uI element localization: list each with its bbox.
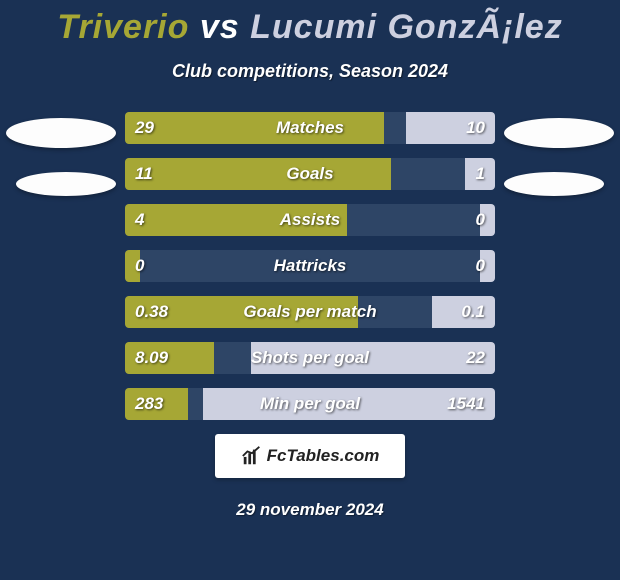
stat-label: Hattricks: [125, 256, 495, 276]
stat-row: 8.0922Shots per goal: [125, 342, 495, 374]
stat-label: Min per goal: [125, 394, 495, 414]
stat-label: Assists: [125, 210, 495, 230]
page-title: Triverio vs Lucumi GonzÃ¡lez: [0, 8, 620, 47]
player2-name: Lucumi GonzÃ¡lez: [250, 8, 563, 46]
stat-label: Goals per match: [125, 302, 495, 322]
stat-label: Goals: [125, 164, 495, 184]
player2-avatar-icon: [504, 118, 614, 148]
branding-text: FcTables.com: [267, 446, 380, 466]
stat-row: 2831541Min per goal: [125, 388, 495, 420]
player1-name: Triverio: [57, 8, 189, 46]
branding-badge: FcTables.com: [215, 434, 405, 478]
stat-row: 0.380.1Goals per match: [125, 296, 495, 328]
stat-rows: 2910Matches 111Goals 40Assists 00Hattricks 0…: [125, 112, 495, 420]
stat-row: 00Hattricks: [125, 250, 495, 282]
stat-label: Shots per goal: [125, 348, 495, 368]
stat-row: 2910Matches: [125, 112, 495, 144]
team2-logo-icon: [504, 172, 604, 196]
subtitle: Club competitions, Season 2024: [0, 61, 620, 82]
team1-logo-icon: [16, 172, 116, 196]
stat-row: 40Assists: [125, 204, 495, 236]
comparison-infographic: Triverio vs Lucumi GonzÃ¡lez Club compet…: [0, 0, 620, 580]
stat-row: 111Goals: [125, 158, 495, 190]
date-text: 29 november 2024: [0, 500, 620, 520]
player1-avatar-icon: [6, 118, 116, 148]
vs-text: vs: [200, 8, 240, 46]
stat-label: Matches: [125, 118, 495, 138]
chart-icon: [241, 445, 263, 467]
chart-area: 2910Matches 111Goals 40Assists 00Hattricks 0…: [0, 112, 620, 420]
